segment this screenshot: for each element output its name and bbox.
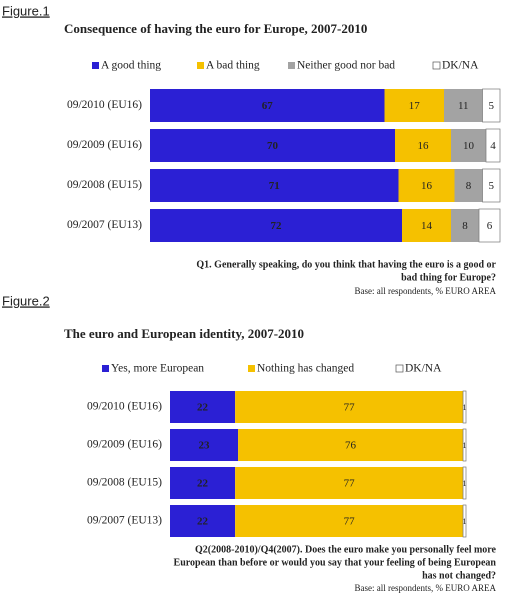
value-label: 76 (345, 440, 357, 452)
bar-segment (238, 429, 464, 461)
figure-label: Figure.2 (2, 293, 50, 308)
value-label: 4 (490, 140, 496, 152)
question-note: Q1. Generally speaking, do you think tha… (196, 259, 496, 270)
value-label: 1 (463, 479, 467, 488)
category-label: 09/2008 (EU15) (87, 477, 162, 489)
bar-segment (462, 504, 467, 538)
category-label: 09/2007 (EU13) (67, 219, 142, 231)
value-label: 1 (463, 441, 467, 450)
legend-swatch (102, 365, 109, 372)
bar-segment (235, 467, 464, 499)
value-label: 5 (489, 180, 495, 192)
question-note: has not changed? (422, 570, 496, 581)
legend-swatch (197, 62, 204, 69)
bar-segment (451, 209, 479, 242)
value-label: 14 (421, 220, 433, 232)
bar-segment (150, 209, 402, 242)
category-label: 09/2010 (EU16) (67, 99, 142, 111)
bar-segment (395, 129, 451, 162)
category-label: 09/2009 (EU16) (67, 139, 142, 151)
value-label: 16 (421, 180, 433, 192)
value-label: 8 (462, 220, 468, 232)
bar-segment (170, 391, 236, 423)
chart-title: Consequence of having the euro for Europ… (64, 21, 367, 36)
bar-segment (485, 128, 501, 163)
legend-swatch (395, 364, 404, 373)
value-label: 67 (262, 100, 274, 112)
legend-label: Neither good nor bad (297, 60, 395, 72)
bar-segment (462, 466, 467, 500)
legend-label: Yes, more European (111, 363, 204, 375)
value-label: 77 (344, 478, 356, 490)
bar-segment (482, 168, 501, 203)
value-label: 71 (269, 180, 280, 192)
question-note: European than before or would you say th… (174, 557, 497, 568)
value-label: 22 (197, 478, 209, 490)
bar-segment (454, 169, 483, 202)
bar-segment (451, 129, 486, 162)
value-label: 22 (197, 516, 209, 528)
value-label: 77 (344, 516, 356, 528)
bar-segment (150, 169, 399, 202)
legend-label: A bad thing (206, 60, 260, 72)
value-label: 16 (418, 140, 430, 152)
legend-label: DK/NA (405, 363, 442, 375)
bar-segment (235, 505, 464, 537)
value-label: 77 (344, 402, 356, 414)
value-label: 1 (463, 403, 467, 412)
value-label: 23 (199, 440, 211, 452)
question-note: Q2(2008-2010)/Q4(2007). Does the euro ma… (195, 544, 497, 555)
category-label: 09/2010 (EU16) (87, 401, 162, 413)
bar-segment (150, 89, 385, 122)
bar-segment (235, 391, 464, 423)
legend-swatch (92, 62, 99, 69)
figure-label: Figure.1 (2, 3, 50, 18)
base-note: Base: all respondents, % EURO AREA (355, 286, 497, 296)
bar-segment (150, 129, 395, 162)
bar-segment (170, 505, 236, 537)
value-label: 1 (463, 517, 467, 526)
legend-label: A good thing (101, 60, 161, 72)
category-label: 09/2008 (EU15) (67, 179, 142, 191)
bar-segment (444, 89, 483, 122)
category-label: 09/2009 (EU16) (87, 439, 162, 451)
bar-segment (462, 428, 467, 462)
legend-label: DK/NA (442, 60, 479, 72)
value-label: 22 (197, 402, 209, 414)
legend-swatch (432, 61, 441, 70)
bar-segment (478, 208, 501, 243)
value-label: 72 (271, 220, 283, 232)
value-label: 10 (463, 140, 475, 152)
legend-swatch (288, 62, 295, 69)
bar-segment (462, 390, 467, 424)
value-label: 11 (458, 100, 469, 112)
value-label: 5 (489, 100, 495, 112)
value-label: 8 (466, 180, 472, 192)
bar-segment (170, 467, 236, 499)
value-label: 70 (267, 140, 279, 152)
bar-segment (170, 429, 239, 461)
chart-title: The euro and European identity, 2007-201… (64, 326, 304, 341)
value-label: 17 (409, 100, 421, 112)
bar-segment (402, 209, 451, 242)
category-label: 09/2007 (EU13) (87, 515, 162, 527)
bar-segment (482, 88, 501, 123)
legend-swatch (248, 365, 255, 372)
value-label: 6 (487, 220, 493, 232)
base-note: Base: all respondents, % EURO AREA (355, 583, 497, 593)
bar-segment (398, 169, 455, 202)
bar-segment (384, 89, 444, 122)
legend-label: Nothing has changed (257, 363, 354, 375)
question-note: bad thing for Europe? (401, 272, 496, 283)
